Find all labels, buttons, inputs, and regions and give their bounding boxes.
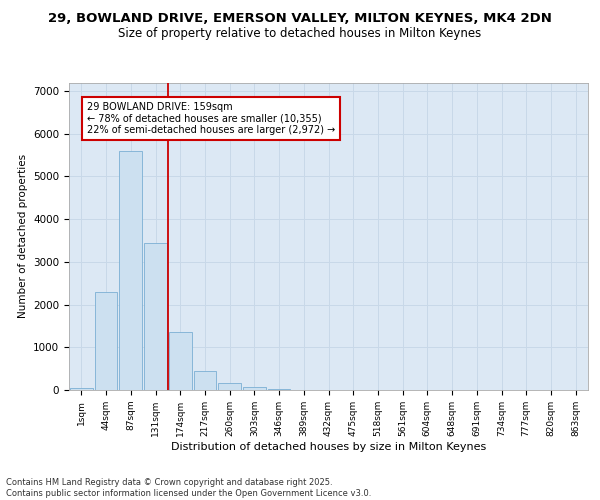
Text: Size of property relative to detached houses in Milton Keynes: Size of property relative to detached ho… [118, 28, 482, 40]
Text: 29, BOWLAND DRIVE, EMERSON VALLEY, MILTON KEYNES, MK4 2DN: 29, BOWLAND DRIVE, EMERSON VALLEY, MILTO… [48, 12, 552, 26]
Bar [95, 292, 118, 390]
Text: 29 BOWLAND DRIVE: 159sqm
← 78% of detached houses are smaller (10,355)
22% of se: 29 BOWLAND DRIVE: 159sqm ← 78% of detach… [87, 102, 335, 135]
Text: Contains HM Land Registry data © Crown copyright and database right 2025.
Contai: Contains HM Land Registry data © Crown c… [6, 478, 371, 498]
Y-axis label: Number of detached properties: Number of detached properties [17, 154, 28, 318]
Bar [119, 151, 142, 390]
Bar [268, 389, 290, 390]
Bar [243, 388, 266, 390]
X-axis label: Distribution of detached houses by size in Milton Keynes: Distribution of detached houses by size … [171, 442, 486, 452]
Bar [144, 242, 167, 390]
Bar [194, 371, 216, 390]
Bar [70, 388, 93, 390]
Bar [169, 332, 191, 390]
Bar [218, 382, 241, 390]
